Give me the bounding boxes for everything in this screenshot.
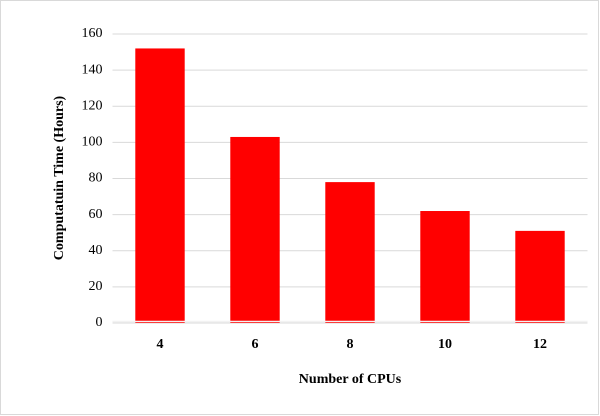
y-tick-label: 20 (89, 279, 103, 294)
x-tick-label: 8 (347, 337, 354, 352)
y-axis-title: Computatuin Time (Hours) (52, 95, 67, 260)
y-tick-label: 120 (82, 98, 103, 113)
x-tick-label: 4 (157, 337, 164, 352)
y-tick-label: 140 (82, 62, 103, 77)
bar (325, 182, 375, 323)
x-tick-label: 6 (252, 337, 259, 352)
bar (515, 230, 565, 323)
y-tick-label: 80 (89, 171, 103, 186)
x-tick-label: 12 (533, 337, 547, 352)
y-tick-label: 60 (89, 207, 103, 222)
x-tick-label: 10 (438, 337, 452, 352)
x-axis-title: Number of CPUs (299, 372, 402, 387)
y-tick-label: 160 (82, 26, 103, 41)
y-tick-label: 40 (89, 243, 103, 258)
bar (420, 211, 470, 323)
y-tick-label: 0 (96, 315, 103, 330)
bar (135, 48, 185, 323)
y-tick-label: 100 (82, 135, 103, 150)
bar (230, 136, 280, 323)
